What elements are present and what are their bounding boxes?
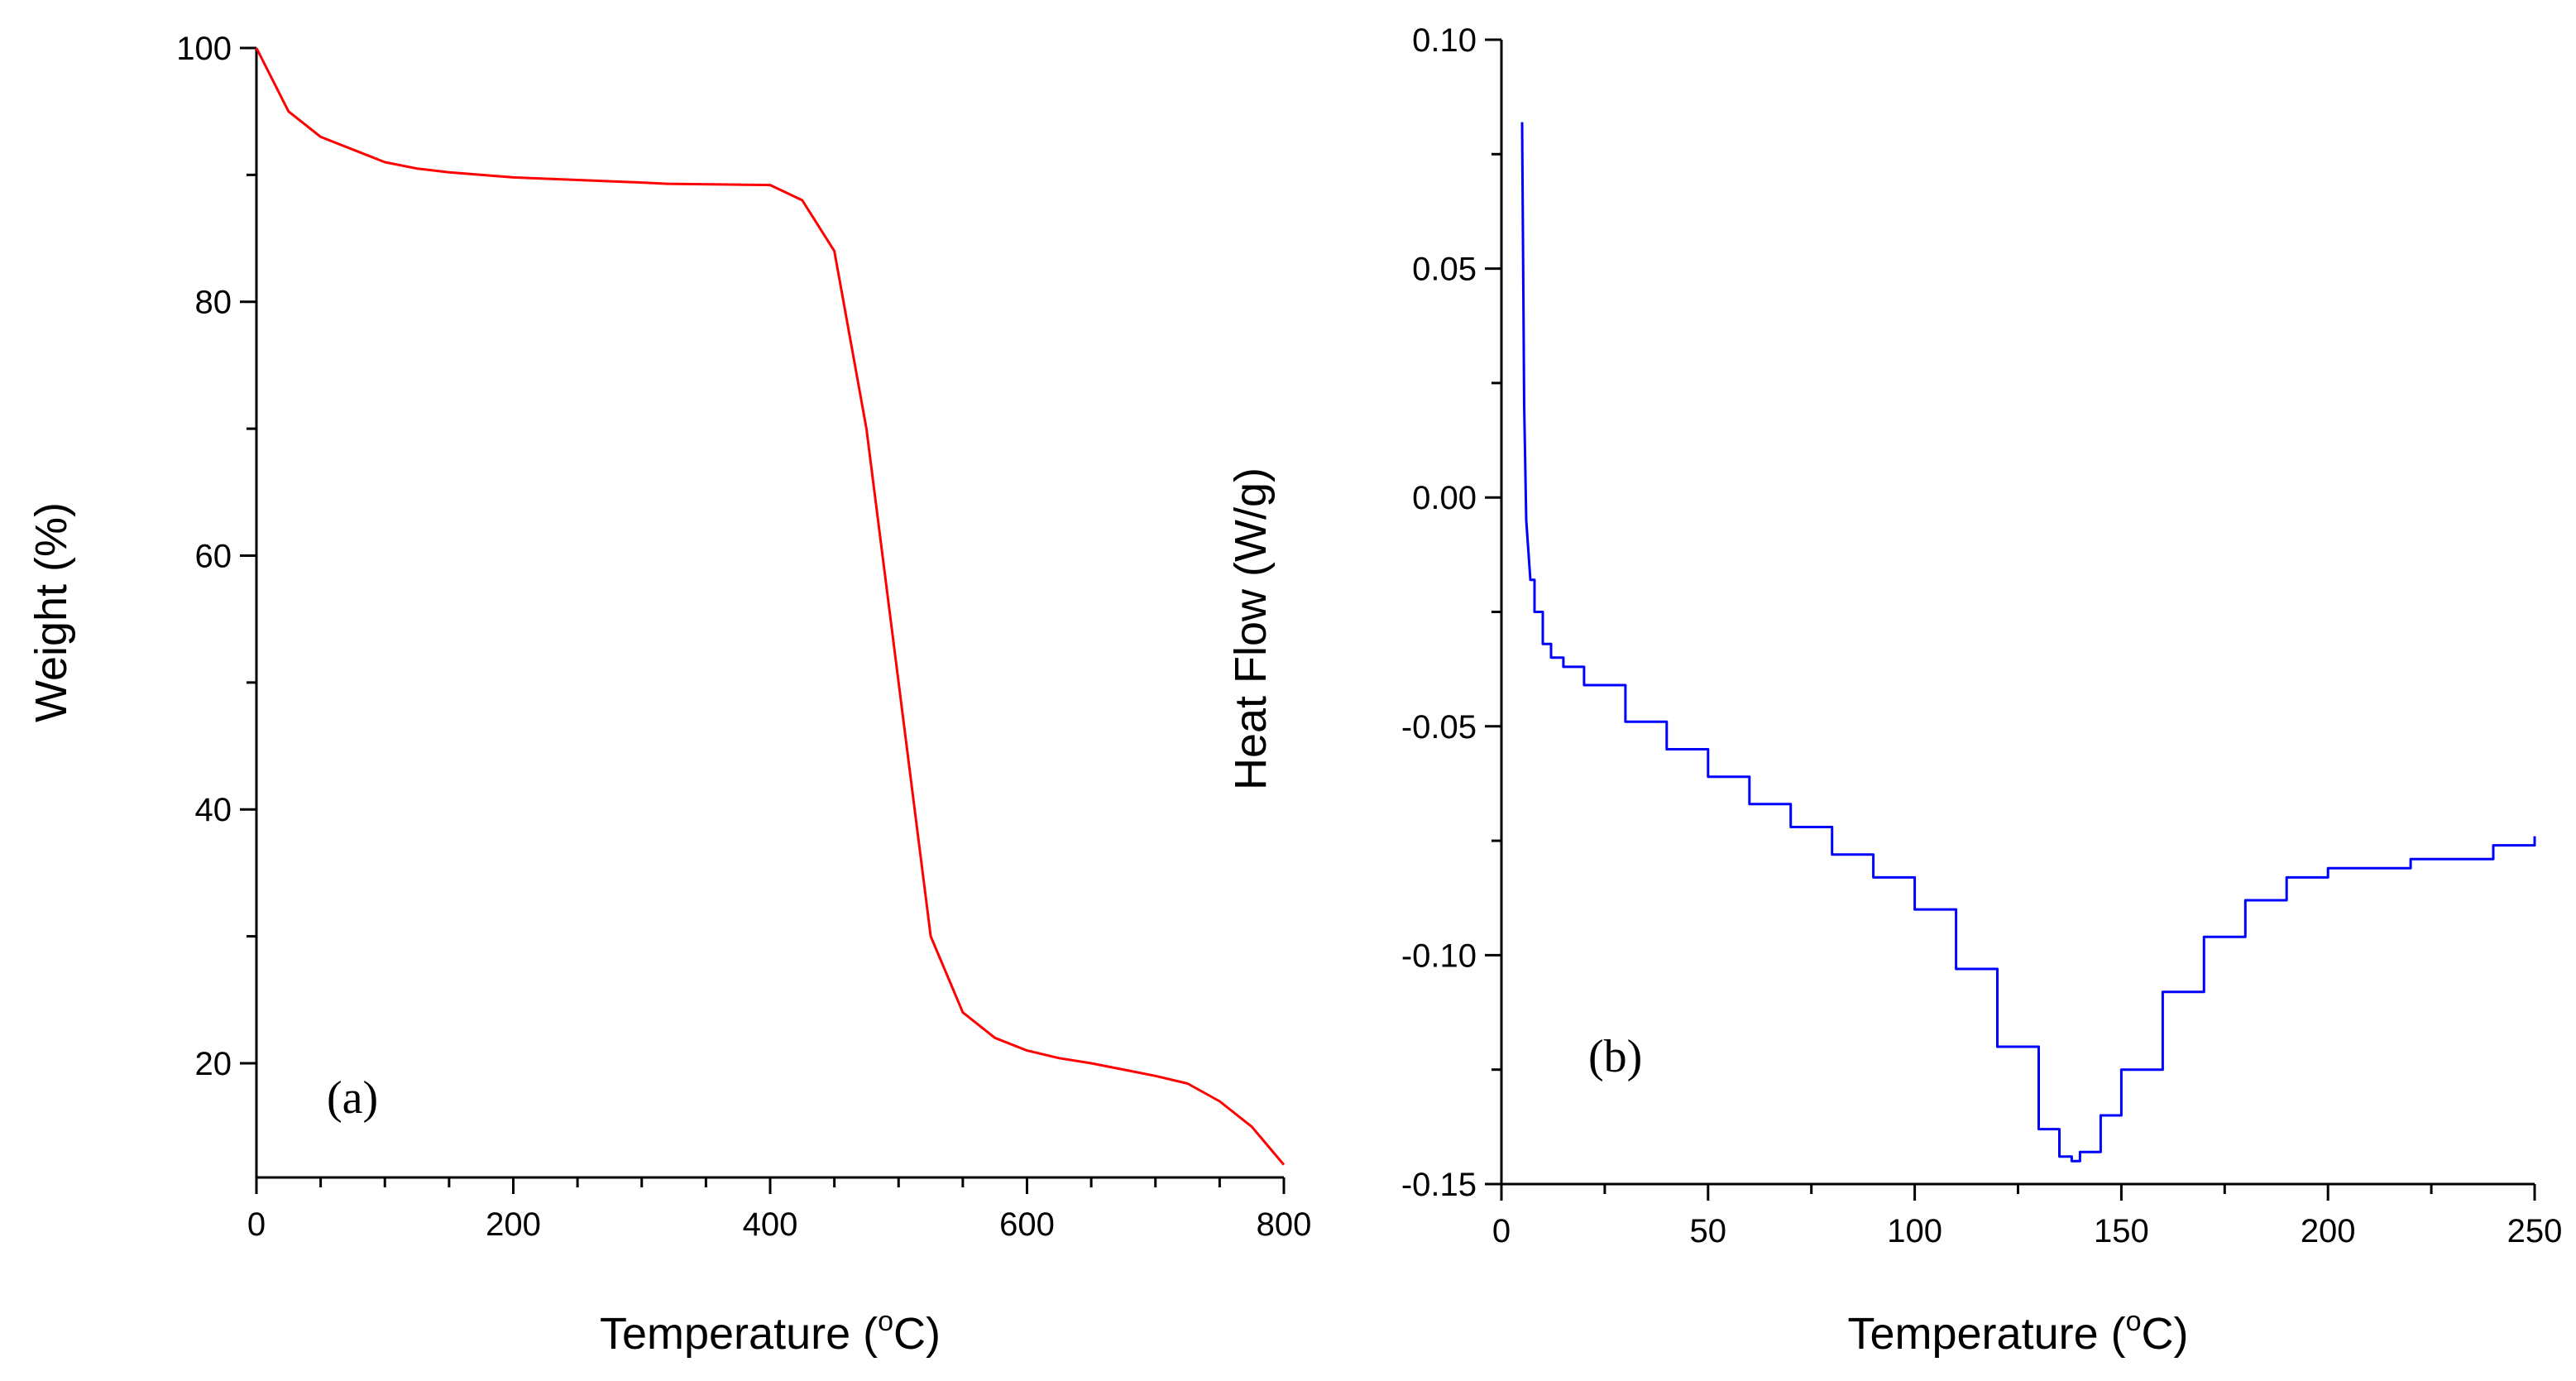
y-tick-label: -0.05 bbox=[1401, 709, 1477, 746]
x-tick-label: 200 bbox=[486, 1206, 541, 1243]
x-tick-label: 100 bbox=[1887, 1213, 1942, 1249]
y-tick-label: 0.05 bbox=[1412, 252, 1477, 288]
chart-panel-a: 0 200 400 600 800 20 40 60 80 100 (a) Temperature (… bbox=[26, 31, 1311, 1359]
y-tick-label: 40 bbox=[195, 792, 232, 828]
x-axis-title-degree: o bbox=[878, 1306, 893, 1337]
series-line-tga bbox=[255, 47, 1286, 1166]
y-tick-label: 80 bbox=[195, 285, 232, 321]
panel-label: (b) bbox=[1588, 1031, 1642, 1082]
x-axis-title-prefix: Temperature ( bbox=[1847, 1309, 2125, 1359]
y-tick-label: 20 bbox=[195, 1046, 232, 1082]
x-tick-label: 800 bbox=[1257, 1206, 1312, 1243]
x-tick-label: 0 bbox=[247, 1206, 266, 1243]
y-tick-label: -0.15 bbox=[1401, 1167, 1477, 1203]
y-tick-label: 60 bbox=[195, 538, 232, 574]
x-tick-label: 600 bbox=[999, 1206, 1055, 1243]
x-tick-label: 250 bbox=[2507, 1213, 2563, 1249]
x-axis-title-degree: o bbox=[2126, 1306, 2142, 1337]
y-tick-label: 0.10 bbox=[1412, 22, 1477, 59]
x-tick-label: 150 bbox=[2094, 1213, 2149, 1249]
x-tick-label: 0 bbox=[1492, 1213, 1511, 1249]
chart-panel-b: 0 50 100 150 200 250 -0.15 -0.10 -0.05 0.00 0.05 0.… bbox=[1226, 22, 2562, 1359]
x-axis-title-suffix: C) bbox=[893, 1309, 941, 1359]
y-tick-label: 0.00 bbox=[1412, 480, 1477, 516]
x-axis-title: Temperature (oC) bbox=[600, 1306, 941, 1359]
x-tick-label: 200 bbox=[2301, 1213, 2356, 1249]
y-axis-title: Weight (%) bbox=[26, 502, 76, 722]
y-tick-label: 100 bbox=[176, 31, 232, 67]
series-line-dsc bbox=[1520, 122, 2536, 1163]
x-axis-title: Temperature (oC) bbox=[1847, 1306, 2188, 1359]
x-axis-title-suffix: C) bbox=[2142, 1309, 2189, 1359]
x-tick-label: 400 bbox=[743, 1206, 798, 1243]
y-tick-label: -0.10 bbox=[1401, 937, 1477, 974]
y-axis-title: Heat Flow (W/g) bbox=[1226, 468, 1276, 790]
x-tick-label: 50 bbox=[1690, 1213, 1727, 1249]
panel-label: (a) bbox=[327, 1072, 378, 1124]
x-axis-title-prefix: Temperature ( bbox=[600, 1309, 878, 1359]
